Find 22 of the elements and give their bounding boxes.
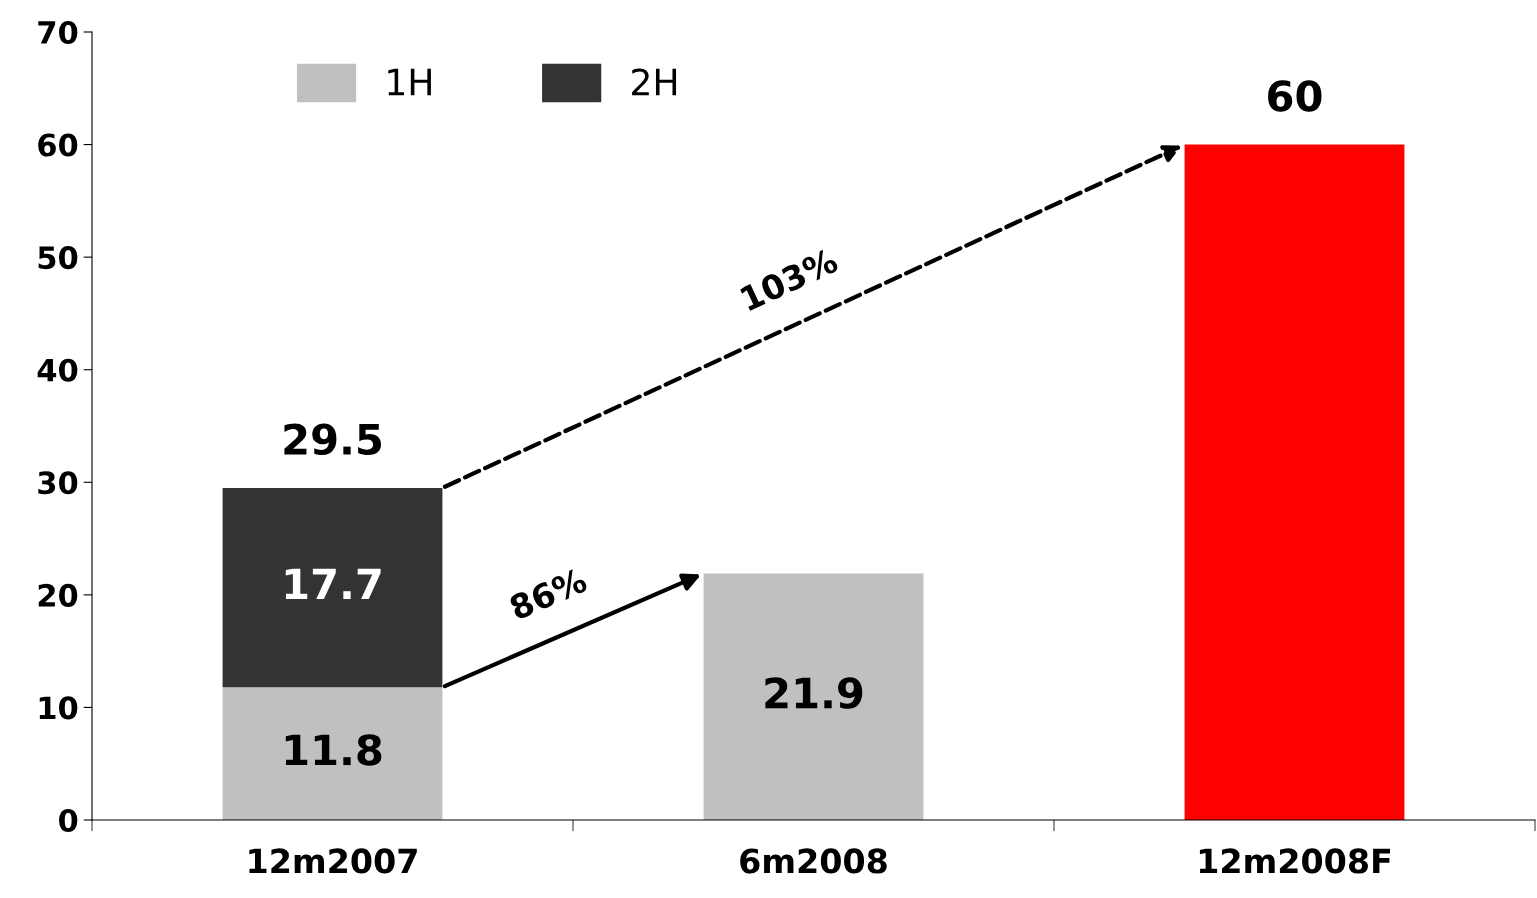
x-tick-label: 12m2008F [1199, 848, 1391, 874]
bar [222, 687, 443, 820]
annotation: 86% [508, 566, 589, 621]
data-label: 60 [1268, 80, 1322, 112]
bar [1184, 144, 1405, 820]
data-label: 17.7 [285, 568, 381, 600]
y-tick-label: 0 [59, 808, 78, 833]
y-tick-label: 70 [38, 20, 78, 45]
y-tick-label: 60 [38, 133, 78, 157]
x-tick-label: 6m2008 [740, 848, 887, 874]
bar [703, 573, 924, 820]
legend-label: 2H [632, 68, 677, 96]
data-label: 21.9 [765, 677, 863, 709]
y-tick-label: 20 [38, 583, 78, 607]
x-tick-label: 12m2007 [249, 848, 417, 874]
y-tick-label: 50 [38, 246, 78, 270]
legend-label: 1H [388, 68, 431, 96]
y-tick-label: 40 [37, 358, 78, 382]
data-label: 11.8 [285, 734, 382, 766]
total-label: 29.5 [284, 423, 381, 456]
y-tick-label: 30 [38, 471, 78, 495]
y-tick-label: 10 [39, 696, 78, 720]
